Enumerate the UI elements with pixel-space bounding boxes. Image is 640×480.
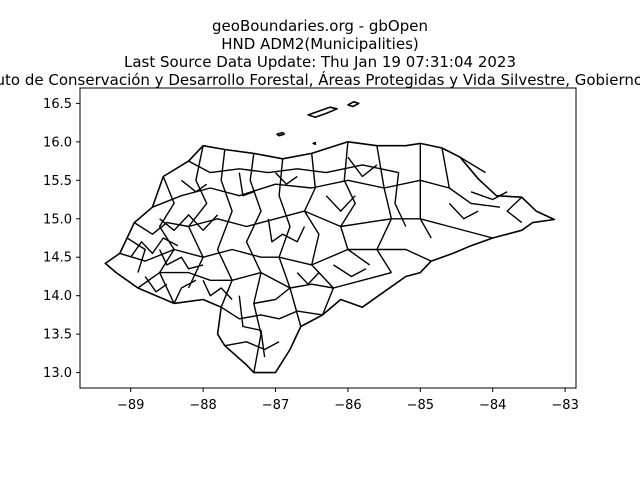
plot-frame <box>79 87 577 389</box>
y-axis: 13.0 13.5 14.0 14.5 15.0 15.5 16.0 16.5 <box>43 97 80 381</box>
y-tick-label: 16.0 <box>43 135 72 150</box>
municipality-border <box>278 158 302 327</box>
y-tick-label: 14.5 <box>43 251 72 266</box>
municipality-border <box>180 179 208 193</box>
municipality-border <box>376 145 393 273</box>
title-line-3: Last Source Data Update: Thu Jan 19 07:3… <box>123 53 517 71</box>
x-tick-label: −88 <box>189 398 216 413</box>
x-tick-label: −85 <box>407 398 434 413</box>
island-outline <box>276 131 285 137</box>
island-outline <box>307 106 338 118</box>
title-line-2: HND ADM2(Municipalities) <box>221 35 419 53</box>
title-line-4: Source: Instituto de Conservación y Desa… <box>0 71 640 89</box>
municipality-border <box>347 156 378 178</box>
municipality-border <box>419 218 432 239</box>
municipality-border <box>144 276 168 293</box>
municipality-border <box>448 202 479 220</box>
municipality-border <box>238 295 266 358</box>
municipality-border <box>274 172 298 185</box>
municipality-border <box>394 172 407 227</box>
municipality-border <box>137 271 392 289</box>
municipality-border <box>459 156 486 174</box>
municipality-border <box>159 214 219 231</box>
municipality-border <box>130 237 179 258</box>
municipality-border <box>303 153 335 316</box>
y-tick-label: 16.5 <box>43 97 72 112</box>
municipality-border <box>340 141 371 266</box>
municipality-border <box>202 280 233 300</box>
country-outline <box>104 141 556 374</box>
municipality-border <box>506 196 523 224</box>
x-tick-label: −87 <box>262 398 289 413</box>
y-tick-label: 15.5 <box>43 174 72 189</box>
island-outline <box>312 141 317 145</box>
map-title: geoBoundaries.org - gbOpen HND ADM2(Muni… <box>0 17 640 89</box>
municipality-border <box>238 172 255 197</box>
municipality-border <box>245 153 262 373</box>
municipality-border <box>152 179 450 208</box>
municipality-border <box>470 191 508 201</box>
x-tick-label: −86 <box>334 398 361 413</box>
municipality-border <box>173 279 197 304</box>
municipality-border <box>188 160 399 174</box>
municipality-border <box>325 195 356 212</box>
municipality-border <box>133 210 493 239</box>
title-line-1: geoBoundaries.org - gbOpen <box>212 17 428 35</box>
municipality-border <box>119 248 432 266</box>
y-tick-label: 13.0 <box>43 366 72 381</box>
municipality-border <box>296 272 320 285</box>
municipality-border <box>220 306 323 320</box>
municipality-border <box>441 147 501 208</box>
municipality-border <box>126 237 146 273</box>
municipality-border <box>267 218 306 243</box>
x-tick-label: −89 <box>117 398 144 413</box>
municipality-border <box>187 145 208 289</box>
x-axis: −89 −88 −87 −86 −85 −84 −83 <box>117 388 579 413</box>
map-geometry <box>104 101 556 374</box>
municipality-border <box>216 149 233 308</box>
y-tick-label: 13.5 <box>43 328 72 343</box>
x-tick-label: −83 <box>551 398 578 413</box>
municipality-border <box>224 341 280 351</box>
x-tick-label: −84 <box>479 398 506 413</box>
municipality-border <box>253 287 291 305</box>
municipality-border <box>158 249 204 270</box>
island-outline <box>347 101 360 108</box>
y-tick-label: 14.0 <box>43 289 72 304</box>
y-tick-label: 15.0 <box>43 212 72 227</box>
municipality-border <box>333 264 367 278</box>
